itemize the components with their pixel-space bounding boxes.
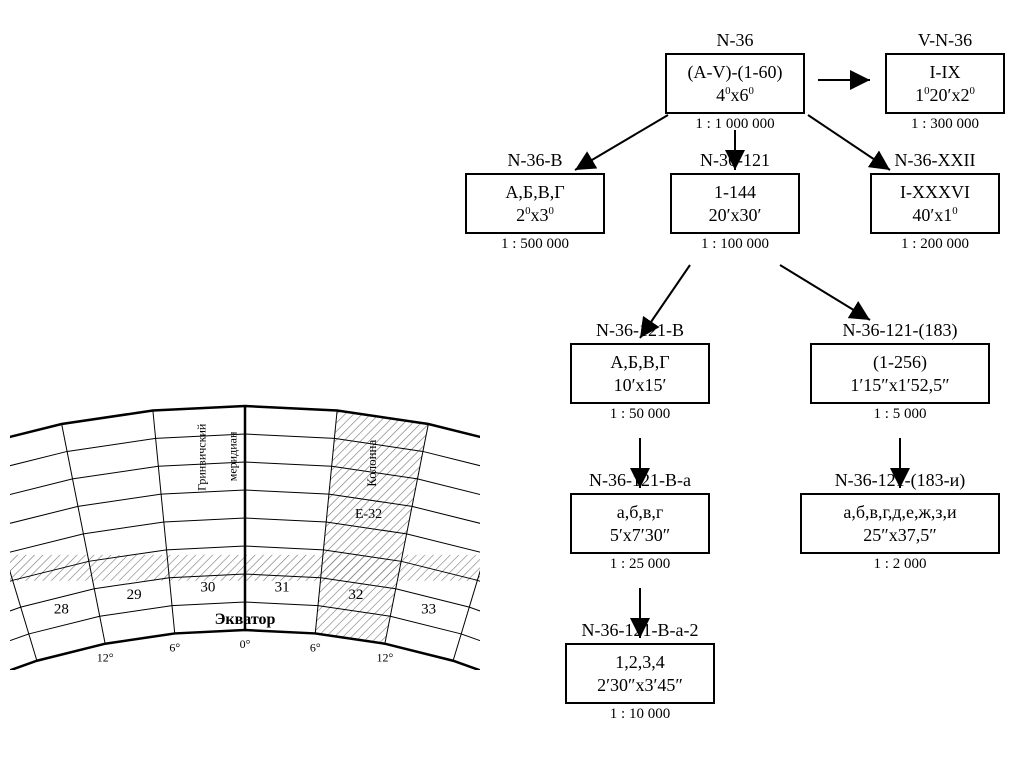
node-title: N-36-XXII bbox=[860, 150, 1010, 171]
node-title: N-36-121-В-а-2 bbox=[555, 620, 725, 641]
equator-label: Экватор bbox=[215, 611, 276, 628]
node-scale: 1 : 25 000 bbox=[560, 556, 720, 573]
node-n36_121: N-36-1211-14420′x30′ 1 : 100 000 bbox=[660, 150, 810, 253]
cell-e32-label: E-32 bbox=[355, 507, 382, 522]
node-box: (1-256)1′15″x1′52,5″ bbox=[810, 343, 990, 404]
node-scale: 1 : 5 000 bbox=[800, 406, 1000, 423]
node-title: N-36-121-(183-и) bbox=[790, 470, 1010, 491]
lon-label-2: 12° bbox=[97, 651, 114, 665]
node-scale: 1 : 500 000 bbox=[455, 236, 615, 253]
col-number-4: 31 bbox=[275, 580, 290, 596]
lon-label-7: 18° bbox=[445, 668, 462, 670]
lon-line-7 bbox=[453, 446, 480, 660]
lon-line-1 bbox=[10, 446, 37, 660]
arrow-5 bbox=[780, 265, 870, 320]
column-label: Колонна bbox=[364, 439, 379, 486]
node-title: N-36-121 bbox=[660, 150, 810, 171]
node-box: 1,2,3,42′30″x3′45″ bbox=[565, 643, 715, 704]
lon-label-5: 6° bbox=[310, 640, 321, 654]
col-number-2: 29 bbox=[127, 587, 142, 603]
node-n121b: N-36-121-ВА,Б,В,Г10′x15′ 1 : 50 000 bbox=[560, 320, 720, 423]
node-scale: 1 : 2 000 bbox=[790, 556, 1010, 573]
node-box: А,Б,В,Г20x30 bbox=[465, 173, 605, 234]
node-box: а,б,в,г5′x7′30″ bbox=[570, 493, 710, 554]
node-scale: 1 : 1 000 000 bbox=[655, 116, 815, 133]
node-box: а,б,в,г,д,е,ж,з,и25″x37,5″ bbox=[800, 493, 1000, 554]
col-number-5: 32 bbox=[348, 587, 363, 603]
node-box: А,Б,В,Г10′x15′ bbox=[570, 343, 710, 404]
node-box: (A-V)-(1-60)40x60 bbox=[665, 53, 805, 114]
lon-label-1: 18° bbox=[28, 668, 45, 670]
node-n121_183: N-36-121-(183)(1-256)1′15″x1′52,5″ 1 : 5 … bbox=[800, 320, 1000, 423]
node-scale: 1 : 300 000 bbox=[875, 116, 1015, 133]
node-title: N-36-121-(183) bbox=[800, 320, 1000, 341]
node-n36b: N-36-ВА,Б,В,Г20x30 1 : 500 000 bbox=[455, 150, 615, 253]
node-title: N-36-121-В-а bbox=[560, 470, 720, 491]
node-n121_183i: N-36-121-(183-и)а,б,в,г,д,е,ж,з,и25″x37,… bbox=[790, 470, 1010, 573]
node-box: I-IX1020′x20 bbox=[885, 53, 1005, 114]
node-n36xxii: N-36-XXIII-XXXVI40′x10 1 : 200 000 bbox=[860, 150, 1010, 253]
node-n121ba: N-36-121-В-аа,б,в,г5′x7′30″ 1 : 25 000 bbox=[560, 470, 720, 573]
col-number-6: 33 bbox=[421, 601, 436, 617]
node-box: I-XXXVI40′x10 bbox=[870, 173, 1000, 234]
node-box: 1-14420′x30′ bbox=[670, 173, 800, 234]
node-n121ba2: N-36-121-В-а-21,2,3,42′30″x3′45″ 1 : 10 0… bbox=[555, 620, 725, 723]
node-title: N-36-121-В bbox=[560, 320, 720, 341]
node-scale: 1 : 200 000 bbox=[860, 236, 1010, 253]
lon-label-3: 6° bbox=[169, 640, 180, 654]
col-number-3: 30 bbox=[200, 580, 215, 596]
col-number-1: 28 bbox=[54, 601, 69, 617]
node-title: V-N-36 bbox=[875, 30, 1015, 51]
node-scale: 1 : 10 000 bbox=[555, 706, 725, 723]
globe-diagram: ABCDEFGH272829303132333424°18°12°6°0°6°1… bbox=[10, 350, 480, 670]
node-scale: 1 : 50 000 bbox=[560, 406, 720, 423]
meridian-label-1: Гринвичский bbox=[195, 423, 209, 491]
lon-label-4: 0° bbox=[240, 637, 251, 651]
node-scale: 1 : 100 000 bbox=[660, 236, 810, 253]
node-n36: N-36(A-V)-(1-60)40x60 1 : 1 000 000 bbox=[655, 30, 815, 133]
node-title: N-36-В bbox=[455, 150, 615, 171]
meridian-label-2: меридиан bbox=[225, 431, 239, 481]
node-title: N-36 bbox=[655, 30, 815, 51]
node-vn36: V-N-36I-IX1020′x20 1 : 300 000 bbox=[875, 30, 1015, 133]
lon-label-6: 12° bbox=[376, 651, 393, 665]
